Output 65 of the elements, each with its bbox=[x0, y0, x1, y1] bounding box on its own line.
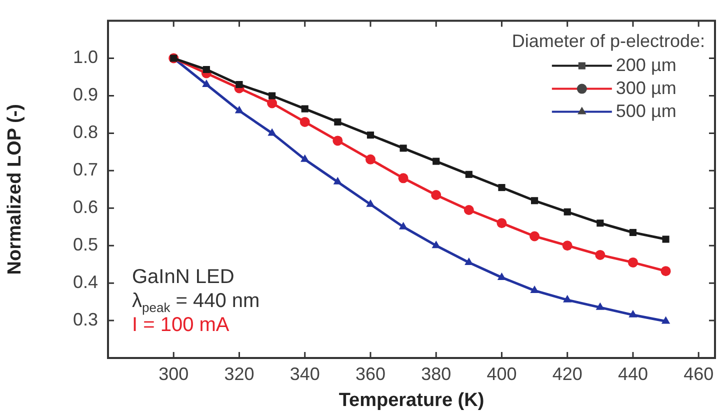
point bbox=[629, 228, 637, 236]
point bbox=[202, 66, 210, 74]
point bbox=[268, 128, 276, 136]
point bbox=[662, 236, 670, 243]
point bbox=[202, 79, 211, 87]
y-tick-label: 0.5 bbox=[72, 234, 98, 255]
point bbox=[300, 116, 310, 127]
point bbox=[464, 205, 474, 216]
point bbox=[267, 98, 278, 108]
point bbox=[530, 231, 540, 242]
annotation: I = 100 mA bbox=[132, 314, 230, 336]
x-tick-label: 300 bbox=[158, 364, 189, 384]
point bbox=[334, 118, 342, 126]
point bbox=[562, 240, 572, 251]
y-tick-label: 0.3 bbox=[72, 310, 98, 330]
x-tick-label: 380 bbox=[421, 364, 452, 384]
y-tick-label: 0.9 bbox=[72, 84, 98, 105]
legend-title: Diameter of p-electrode: bbox=[512, 30, 706, 51]
legend-label: 300 µm bbox=[616, 78, 676, 98]
y-axis-title: Normalized LOP (-) bbox=[4, 104, 26, 275]
x-tick-label: 320 bbox=[224, 364, 254, 384]
point bbox=[496, 218, 507, 228]
point bbox=[398, 173, 408, 184]
point bbox=[531, 197, 538, 204]
x-tick-label: 340 bbox=[290, 364, 320, 384]
point bbox=[431, 190, 442, 200]
point bbox=[332, 136, 343, 146]
y-tick-label: 0.8 bbox=[72, 122, 98, 142]
x-tick-label: 420 bbox=[552, 364, 582, 384]
point bbox=[268, 92, 276, 100]
point bbox=[661, 316, 670, 324]
point bbox=[596, 302, 604, 310]
x-tick-label: 360 bbox=[355, 364, 386, 384]
legend-label: 200 µm bbox=[616, 54, 676, 75]
point bbox=[300, 154, 310, 162]
point bbox=[564, 208, 571, 216]
point bbox=[628, 257, 638, 268]
x-tick-label: 460 bbox=[684, 364, 714, 384]
annotation: GaInN LED bbox=[132, 266, 234, 288]
point bbox=[498, 184, 506, 192]
point bbox=[301, 105, 308, 112]
x-tick-label: 440 bbox=[618, 364, 648, 384]
point bbox=[366, 132, 374, 139]
point bbox=[236, 80, 243, 88]
point bbox=[596, 220, 604, 227]
y-tick-label: 0.6 bbox=[72, 197, 98, 218]
point bbox=[465, 170, 472, 178]
point bbox=[530, 286, 539, 294]
point bbox=[595, 250, 606, 260]
point bbox=[400, 144, 407, 152]
y-tick-label: 0.4 bbox=[72, 272, 98, 292]
point bbox=[563, 294, 572, 302]
point bbox=[333, 176, 342, 184]
x-tick-label: 400 bbox=[486, 364, 517, 384]
legend-label: 500 µm bbox=[616, 100, 676, 121]
y-tick-label: 0.7 bbox=[72, 160, 98, 180]
point bbox=[628, 310, 638, 318]
point bbox=[660, 266, 671, 276]
point bbox=[432, 240, 440, 248]
point bbox=[365, 154, 376, 164]
point bbox=[432, 158, 440, 165]
point bbox=[366, 199, 375, 207]
point bbox=[234, 106, 244, 114]
x-axis-title: Temperature (K) bbox=[338, 390, 484, 411]
y-tick-label: 1.0 bbox=[72, 47, 98, 68]
